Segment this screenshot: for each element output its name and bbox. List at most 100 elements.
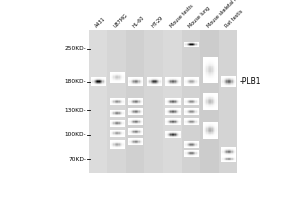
Bar xyxy=(117,125,119,126)
Bar xyxy=(104,79,105,80)
Bar xyxy=(185,77,187,78)
Bar xyxy=(118,76,120,77)
Bar xyxy=(117,72,119,73)
Bar xyxy=(116,99,117,100)
Bar xyxy=(217,132,218,133)
Bar xyxy=(100,84,101,85)
Bar xyxy=(142,134,143,135)
Bar xyxy=(209,60,210,61)
Bar xyxy=(132,142,133,143)
Bar xyxy=(205,106,206,107)
Bar xyxy=(198,154,199,155)
Bar xyxy=(138,138,140,139)
Bar xyxy=(165,108,166,109)
Bar xyxy=(209,58,210,59)
Bar xyxy=(178,132,179,133)
Bar xyxy=(168,108,169,109)
Bar xyxy=(215,96,217,97)
Bar xyxy=(197,121,198,122)
Bar xyxy=(142,120,143,121)
Bar xyxy=(189,118,190,119)
Text: 180KD-: 180KD- xyxy=(65,79,86,84)
Bar xyxy=(117,148,119,149)
Bar xyxy=(132,111,133,112)
Bar xyxy=(110,111,111,112)
Bar xyxy=(122,126,124,127)
Bar xyxy=(198,147,199,148)
Bar xyxy=(185,104,187,105)
Bar xyxy=(214,67,215,68)
Bar xyxy=(131,101,132,102)
Bar xyxy=(122,74,124,75)
Bar xyxy=(111,131,112,132)
Bar xyxy=(110,125,111,126)
Bar xyxy=(202,95,204,96)
Bar xyxy=(124,134,125,135)
Bar xyxy=(225,155,226,156)
Bar xyxy=(128,118,129,119)
Bar xyxy=(184,147,185,148)
Bar xyxy=(189,78,190,79)
Bar xyxy=(197,119,198,120)
Bar xyxy=(232,155,234,156)
Bar xyxy=(128,102,129,103)
Bar xyxy=(110,114,111,115)
Bar xyxy=(121,147,122,148)
Bar xyxy=(202,63,204,64)
Bar xyxy=(192,84,193,85)
Bar xyxy=(212,99,213,100)
Bar xyxy=(121,112,122,113)
Bar xyxy=(209,72,210,73)
Bar xyxy=(185,118,187,119)
Bar xyxy=(132,112,133,113)
Text: Rat testis: Rat testis xyxy=(225,9,244,29)
Bar xyxy=(128,130,129,131)
Bar xyxy=(169,132,170,133)
Bar xyxy=(174,79,175,80)
Bar xyxy=(121,116,122,117)
Bar xyxy=(92,77,94,78)
Bar xyxy=(158,82,160,83)
Bar xyxy=(190,110,192,111)
Bar xyxy=(172,80,173,81)
Bar xyxy=(174,103,175,104)
Bar xyxy=(136,103,137,104)
Bar xyxy=(140,108,141,109)
Bar xyxy=(121,75,122,76)
Bar xyxy=(95,79,96,80)
Bar xyxy=(212,109,213,110)
Bar xyxy=(122,130,124,131)
Bar xyxy=(116,76,117,77)
Bar xyxy=(209,64,210,65)
Bar xyxy=(102,85,104,86)
Bar xyxy=(173,120,174,121)
Bar xyxy=(185,143,187,144)
Bar xyxy=(208,71,209,72)
Bar xyxy=(115,144,116,145)
Bar xyxy=(104,78,105,79)
Bar xyxy=(195,100,197,101)
Bar xyxy=(213,58,214,59)
Bar xyxy=(111,72,112,73)
Bar xyxy=(217,138,218,139)
Bar xyxy=(169,136,170,137)
Bar xyxy=(148,84,149,85)
Bar xyxy=(141,109,142,110)
Bar xyxy=(154,84,156,85)
Bar xyxy=(208,96,209,97)
Bar xyxy=(185,122,187,123)
Bar xyxy=(129,123,131,124)
Bar xyxy=(208,109,209,110)
Bar xyxy=(168,85,169,86)
Bar xyxy=(118,134,120,135)
Bar xyxy=(178,81,179,82)
Bar xyxy=(136,80,137,81)
Bar xyxy=(153,82,154,83)
Bar xyxy=(137,79,138,80)
Bar xyxy=(205,99,206,100)
Bar xyxy=(165,80,166,81)
Bar xyxy=(204,129,205,130)
Bar xyxy=(168,124,169,125)
Bar xyxy=(137,122,138,123)
Bar xyxy=(177,131,178,132)
